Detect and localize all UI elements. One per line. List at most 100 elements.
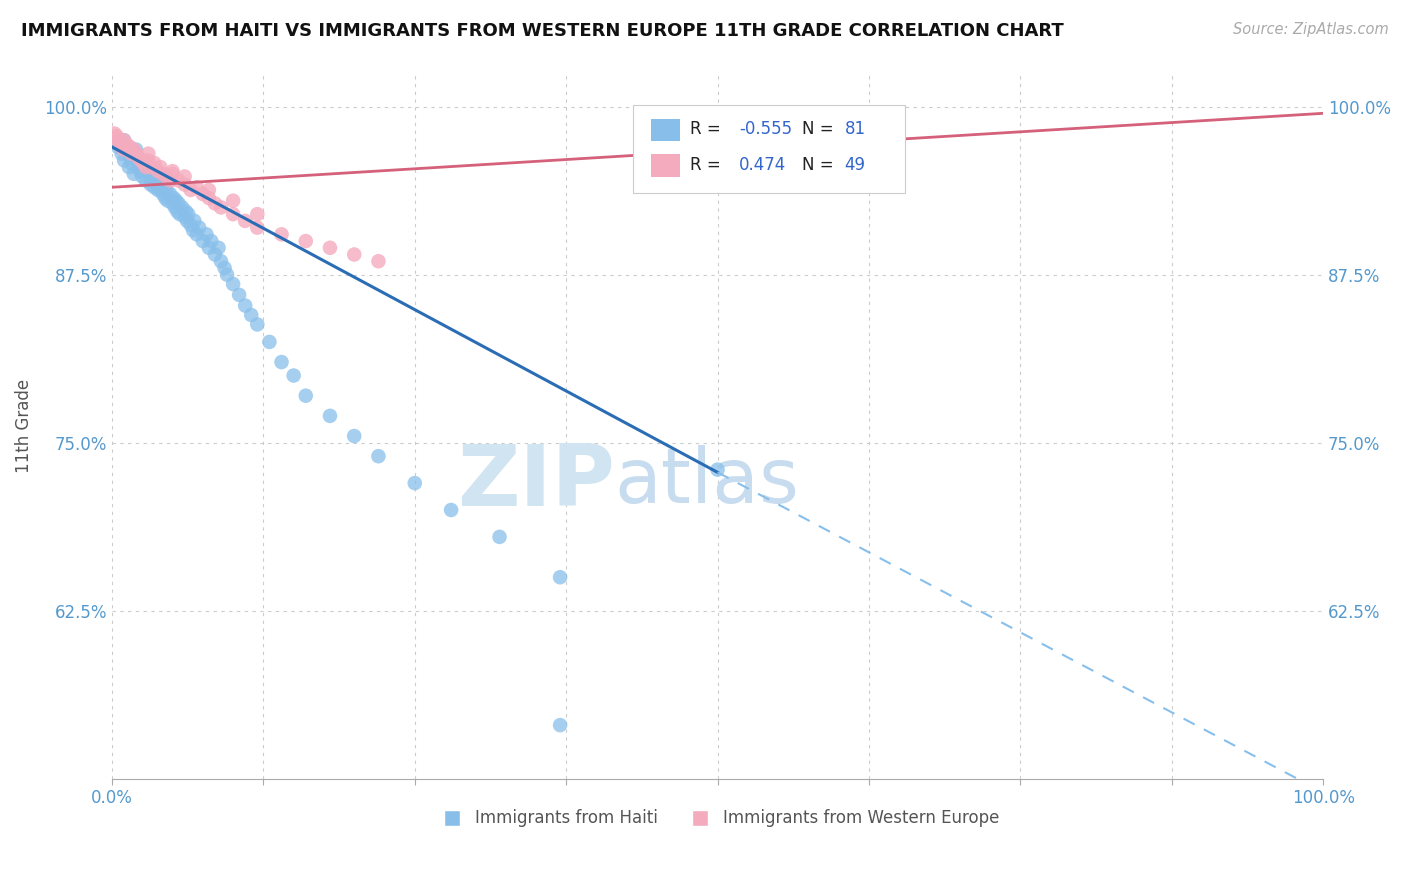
Point [195, 227, 218, 242]
Point [118, 160, 141, 174]
Point [125, 146, 148, 161]
Point [222, 207, 245, 221]
Point [198, 183, 221, 197]
Point [118, 143, 141, 157]
Point [207, 241, 229, 255]
Point [191, 234, 214, 248]
Text: 0.474: 0.474 [740, 156, 786, 174]
Point [343, 429, 366, 443]
Point [120, 156, 142, 170]
Point [127, 153, 149, 168]
Point [135, 160, 157, 174]
Point [125, 146, 148, 161]
Point [112, 143, 135, 157]
Point [131, 169, 153, 184]
Point [103, 127, 125, 141]
Point [162, 164, 184, 178]
Point [209, 254, 232, 268]
Point [142, 173, 165, 187]
Point [146, 164, 169, 178]
Point [125, 143, 148, 157]
Point [367, 449, 389, 463]
Point [112, 133, 135, 147]
Point [548, 570, 571, 584]
Point [180, 183, 202, 197]
Y-axis label: 11th Grade: 11th Grade [15, 379, 32, 473]
Point [150, 178, 173, 192]
Point [108, 137, 131, 152]
Point [112, 133, 135, 147]
Point [204, 247, 226, 261]
Point [166, 204, 188, 219]
Point [132, 156, 155, 170]
Point [159, 173, 181, 187]
Point [129, 153, 152, 168]
Point [233, 299, 256, 313]
Text: ZIP: ZIP [457, 441, 614, 524]
Point [149, 160, 172, 174]
Point [107, 140, 129, 154]
Point [169, 207, 191, 221]
Point [136, 153, 159, 168]
Text: 49: 49 [845, 156, 866, 174]
Point [294, 234, 316, 248]
Point [136, 164, 159, 178]
Point [143, 156, 166, 170]
Point [173, 210, 195, 224]
Point [246, 318, 269, 332]
Point [404, 476, 426, 491]
Point [200, 234, 222, 248]
Bar [651, 154, 681, 177]
Point [270, 227, 292, 242]
Text: R =: R = [690, 120, 725, 138]
Point [136, 156, 159, 170]
Point [146, 183, 169, 197]
Point [440, 503, 463, 517]
Point [115, 137, 138, 152]
Point [198, 191, 221, 205]
Text: -0.555: -0.555 [740, 120, 793, 138]
Point [706, 463, 728, 477]
Point [233, 214, 256, 228]
Point [135, 173, 157, 187]
Point [163, 191, 186, 205]
Point [141, 167, 163, 181]
Point [149, 183, 172, 197]
Text: R =: R = [690, 156, 725, 174]
Point [139, 160, 162, 174]
Point [294, 389, 316, 403]
Point [149, 173, 172, 187]
Point [128, 164, 150, 178]
Point [122, 143, 145, 157]
Point [128, 151, 150, 165]
Point [155, 191, 177, 205]
Point [165, 194, 187, 208]
Point [163, 201, 186, 215]
Point [132, 160, 155, 174]
Point [343, 247, 366, 261]
FancyBboxPatch shape [633, 104, 905, 193]
Point [173, 169, 195, 184]
Point [131, 153, 153, 168]
Point [191, 186, 214, 201]
Point [180, 218, 202, 232]
Point [186, 180, 208, 194]
Point [155, 183, 177, 197]
Point [120, 146, 142, 161]
Point [176, 214, 198, 228]
Point [111, 146, 134, 161]
Text: Source: ZipAtlas.com: Source: ZipAtlas.com [1233, 22, 1389, 37]
Text: N =: N = [803, 120, 839, 138]
Text: IMMIGRANTS FROM HAITI VS IMMIGRANTS FROM WESTERN EUROPE 11TH GRADE CORRELATION C: IMMIGRANTS FROM HAITI VS IMMIGRANTS FROM… [21, 22, 1064, 40]
Point [162, 167, 184, 181]
Point [105, 129, 128, 144]
Point [215, 268, 238, 282]
Point [319, 409, 342, 423]
Point [145, 169, 167, 184]
Point [270, 355, 292, 369]
Text: atlas: atlas [614, 445, 800, 519]
Point [107, 133, 129, 147]
Point [222, 194, 245, 208]
Point [177, 207, 200, 221]
Point [153, 180, 176, 194]
